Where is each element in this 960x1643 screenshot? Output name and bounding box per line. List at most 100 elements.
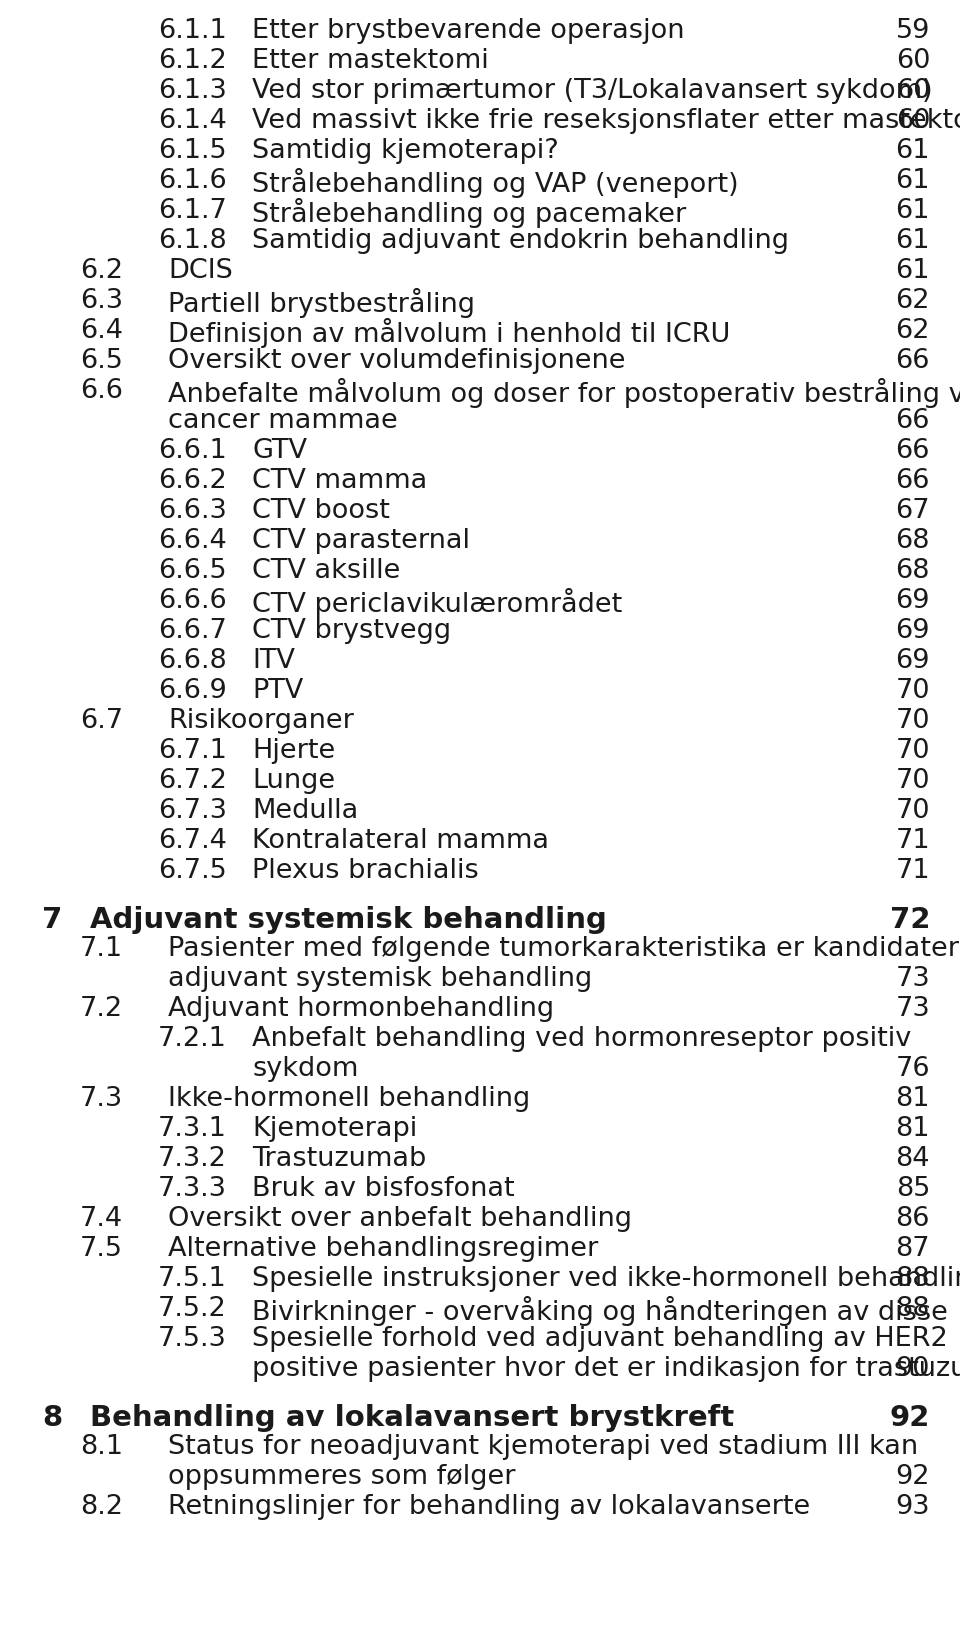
Text: 88: 88 xyxy=(896,1267,930,1291)
Text: Ikke-hormonell behandling: Ikke-hormonell behandling xyxy=(168,1086,530,1112)
Text: 61: 61 xyxy=(896,228,930,255)
Text: 76: 76 xyxy=(896,1056,930,1083)
Text: 7.2.1: 7.2.1 xyxy=(158,1025,227,1052)
Text: Spesielle forhold ved adjuvant behandling av HER2: Spesielle forhold ved adjuvant behandlin… xyxy=(252,1326,948,1352)
Text: CTV mamma: CTV mamma xyxy=(252,468,427,495)
Text: 61: 61 xyxy=(896,168,930,194)
Text: Kontralateral mamma: Kontralateral mamma xyxy=(252,828,549,854)
Text: 87: 87 xyxy=(896,1236,930,1262)
Text: CTV parasternal: CTV parasternal xyxy=(252,527,470,554)
Text: 73: 73 xyxy=(896,966,930,992)
Text: 7.5.1: 7.5.1 xyxy=(158,1267,227,1291)
Text: 66: 66 xyxy=(896,468,930,495)
Text: 6.7.2: 6.7.2 xyxy=(158,767,227,794)
Text: Hjerte: Hjerte xyxy=(252,738,335,764)
Text: 59: 59 xyxy=(896,18,930,44)
Text: Bivirkninger - overvåking og håndteringen av disse: Bivirkninger - overvåking og håndteringe… xyxy=(252,1296,948,1326)
Text: 7.5.2: 7.5.2 xyxy=(158,1296,227,1323)
Text: 8.2: 8.2 xyxy=(80,1493,123,1520)
Text: 6.7.4: 6.7.4 xyxy=(158,828,227,854)
Text: Trastuzumab: Trastuzumab xyxy=(252,1147,426,1171)
Text: 7: 7 xyxy=(42,905,62,933)
Text: 61: 61 xyxy=(896,138,930,164)
Text: 6.6.9: 6.6.9 xyxy=(158,679,227,703)
Text: 6.6.7: 6.6.7 xyxy=(158,618,227,644)
Text: CTV brystvegg: CTV brystvegg xyxy=(252,618,451,644)
Text: 7.3: 7.3 xyxy=(80,1086,123,1112)
Text: Oversikt over volumdefinisjonene: Oversikt over volumdefinisjonene xyxy=(168,348,626,375)
Text: 6.7.5: 6.7.5 xyxy=(158,858,227,884)
Text: 92: 92 xyxy=(896,1464,930,1490)
Text: 70: 70 xyxy=(896,679,930,703)
Text: 6.6: 6.6 xyxy=(80,378,123,404)
Text: Etter brystbevarende operasjon: Etter brystbevarende operasjon xyxy=(252,18,684,44)
Text: Strålebehandling og VAP (veneport): Strålebehandling og VAP (veneport) xyxy=(252,168,738,199)
Text: Samtidig kjemoterapi?: Samtidig kjemoterapi? xyxy=(252,138,559,164)
Text: 6.1.3: 6.1.3 xyxy=(158,77,227,104)
Text: 81: 81 xyxy=(896,1086,930,1112)
Text: 62: 62 xyxy=(896,288,930,314)
Text: 7.5.3: 7.5.3 xyxy=(158,1326,227,1352)
Text: 62: 62 xyxy=(896,319,930,343)
Text: 92: 92 xyxy=(890,1405,930,1433)
Text: 6.1.2: 6.1.2 xyxy=(158,48,227,74)
Text: Definisjon av målvolum i henhold til ICRU: Definisjon av målvolum i henhold til ICR… xyxy=(168,319,731,348)
Text: Ved massivt ikke frie reseksjonsflater etter mastektomi: Ved massivt ikke frie reseksjonsflater e… xyxy=(252,108,960,135)
Text: 8.1: 8.1 xyxy=(80,1434,123,1461)
Text: 6.6.3: 6.6.3 xyxy=(158,498,227,524)
Text: Alternative behandlingsregimer: Alternative behandlingsregimer xyxy=(168,1236,598,1262)
Text: cancer mammae: cancer mammae xyxy=(168,407,397,434)
Text: 7.5: 7.5 xyxy=(80,1236,123,1262)
Text: DCIS: DCIS xyxy=(168,258,232,284)
Text: Anbefalt behandling ved hormonreseptor positiv: Anbefalt behandling ved hormonreseptor p… xyxy=(252,1025,911,1052)
Text: 70: 70 xyxy=(896,798,930,825)
Text: 67: 67 xyxy=(896,498,930,524)
Text: 72: 72 xyxy=(890,905,930,933)
Text: 6.6.4: 6.6.4 xyxy=(158,527,227,554)
Text: 85: 85 xyxy=(896,1176,930,1203)
Text: adjuvant systemisk behandling: adjuvant systemisk behandling xyxy=(168,966,592,992)
Text: Spesielle instruksjoner ved ikke-hormonell behandling: Spesielle instruksjoner ved ikke-hormone… xyxy=(252,1267,960,1291)
Text: 81: 81 xyxy=(896,1116,930,1142)
Text: PTV: PTV xyxy=(252,679,303,703)
Text: Plexus brachialis: Plexus brachialis xyxy=(252,858,479,884)
Text: Bruk av bisfosfonat: Bruk av bisfosfonat xyxy=(252,1176,515,1203)
Text: positive pasienter hvor det er indikasjon for trastuzumab: positive pasienter hvor det er indikasjo… xyxy=(252,1355,960,1382)
Text: Strålebehandling og pacemaker: Strålebehandling og pacemaker xyxy=(252,199,686,228)
Text: 66: 66 xyxy=(896,348,930,375)
Text: 8: 8 xyxy=(42,1405,62,1433)
Text: 90: 90 xyxy=(896,1355,930,1382)
Text: 6.2: 6.2 xyxy=(80,258,123,284)
Text: 6.1.8: 6.1.8 xyxy=(158,228,227,255)
Text: 6.7.1: 6.7.1 xyxy=(158,738,227,764)
Text: 69: 69 xyxy=(896,618,930,644)
Text: 70: 70 xyxy=(896,767,930,794)
Text: 60: 60 xyxy=(896,108,930,135)
Text: 7.4: 7.4 xyxy=(80,1206,123,1232)
Text: 6.1.7: 6.1.7 xyxy=(158,199,227,223)
Text: 6.7: 6.7 xyxy=(80,708,123,734)
Text: 88: 88 xyxy=(896,1296,930,1323)
Text: 71: 71 xyxy=(896,828,930,854)
Text: 93: 93 xyxy=(896,1493,930,1520)
Text: 6.6.5: 6.6.5 xyxy=(158,559,227,583)
Text: oppsummeres som følger: oppsummeres som følger xyxy=(168,1464,516,1490)
Text: Ved stor primærtumor (T3/Lokalavansert sykdom): Ved stor primærtumor (T3/Lokalavansert s… xyxy=(252,77,932,104)
Text: CTV boost: CTV boost xyxy=(252,498,390,524)
Text: 66: 66 xyxy=(896,439,930,463)
Text: 61: 61 xyxy=(896,199,930,223)
Text: 73: 73 xyxy=(896,996,930,1022)
Text: 69: 69 xyxy=(896,588,930,614)
Text: 7.2: 7.2 xyxy=(80,996,123,1022)
Text: 60: 60 xyxy=(896,48,930,74)
Text: 66: 66 xyxy=(896,407,930,434)
Text: 69: 69 xyxy=(896,647,930,674)
Text: Adjuvant systemisk behandling: Adjuvant systemisk behandling xyxy=(90,905,607,933)
Text: Medulla: Medulla xyxy=(252,798,358,825)
Text: Oversikt over anbefalt behandling: Oversikt over anbefalt behandling xyxy=(168,1206,632,1232)
Text: CTV periclavikulærområdet: CTV periclavikulærområdet xyxy=(252,588,622,618)
Text: Samtidig adjuvant endokrin behandling: Samtidig adjuvant endokrin behandling xyxy=(252,228,789,255)
Text: 7.3.3: 7.3.3 xyxy=(158,1176,227,1203)
Text: ITV: ITV xyxy=(252,647,295,674)
Text: sykdom: sykdom xyxy=(252,1056,358,1083)
